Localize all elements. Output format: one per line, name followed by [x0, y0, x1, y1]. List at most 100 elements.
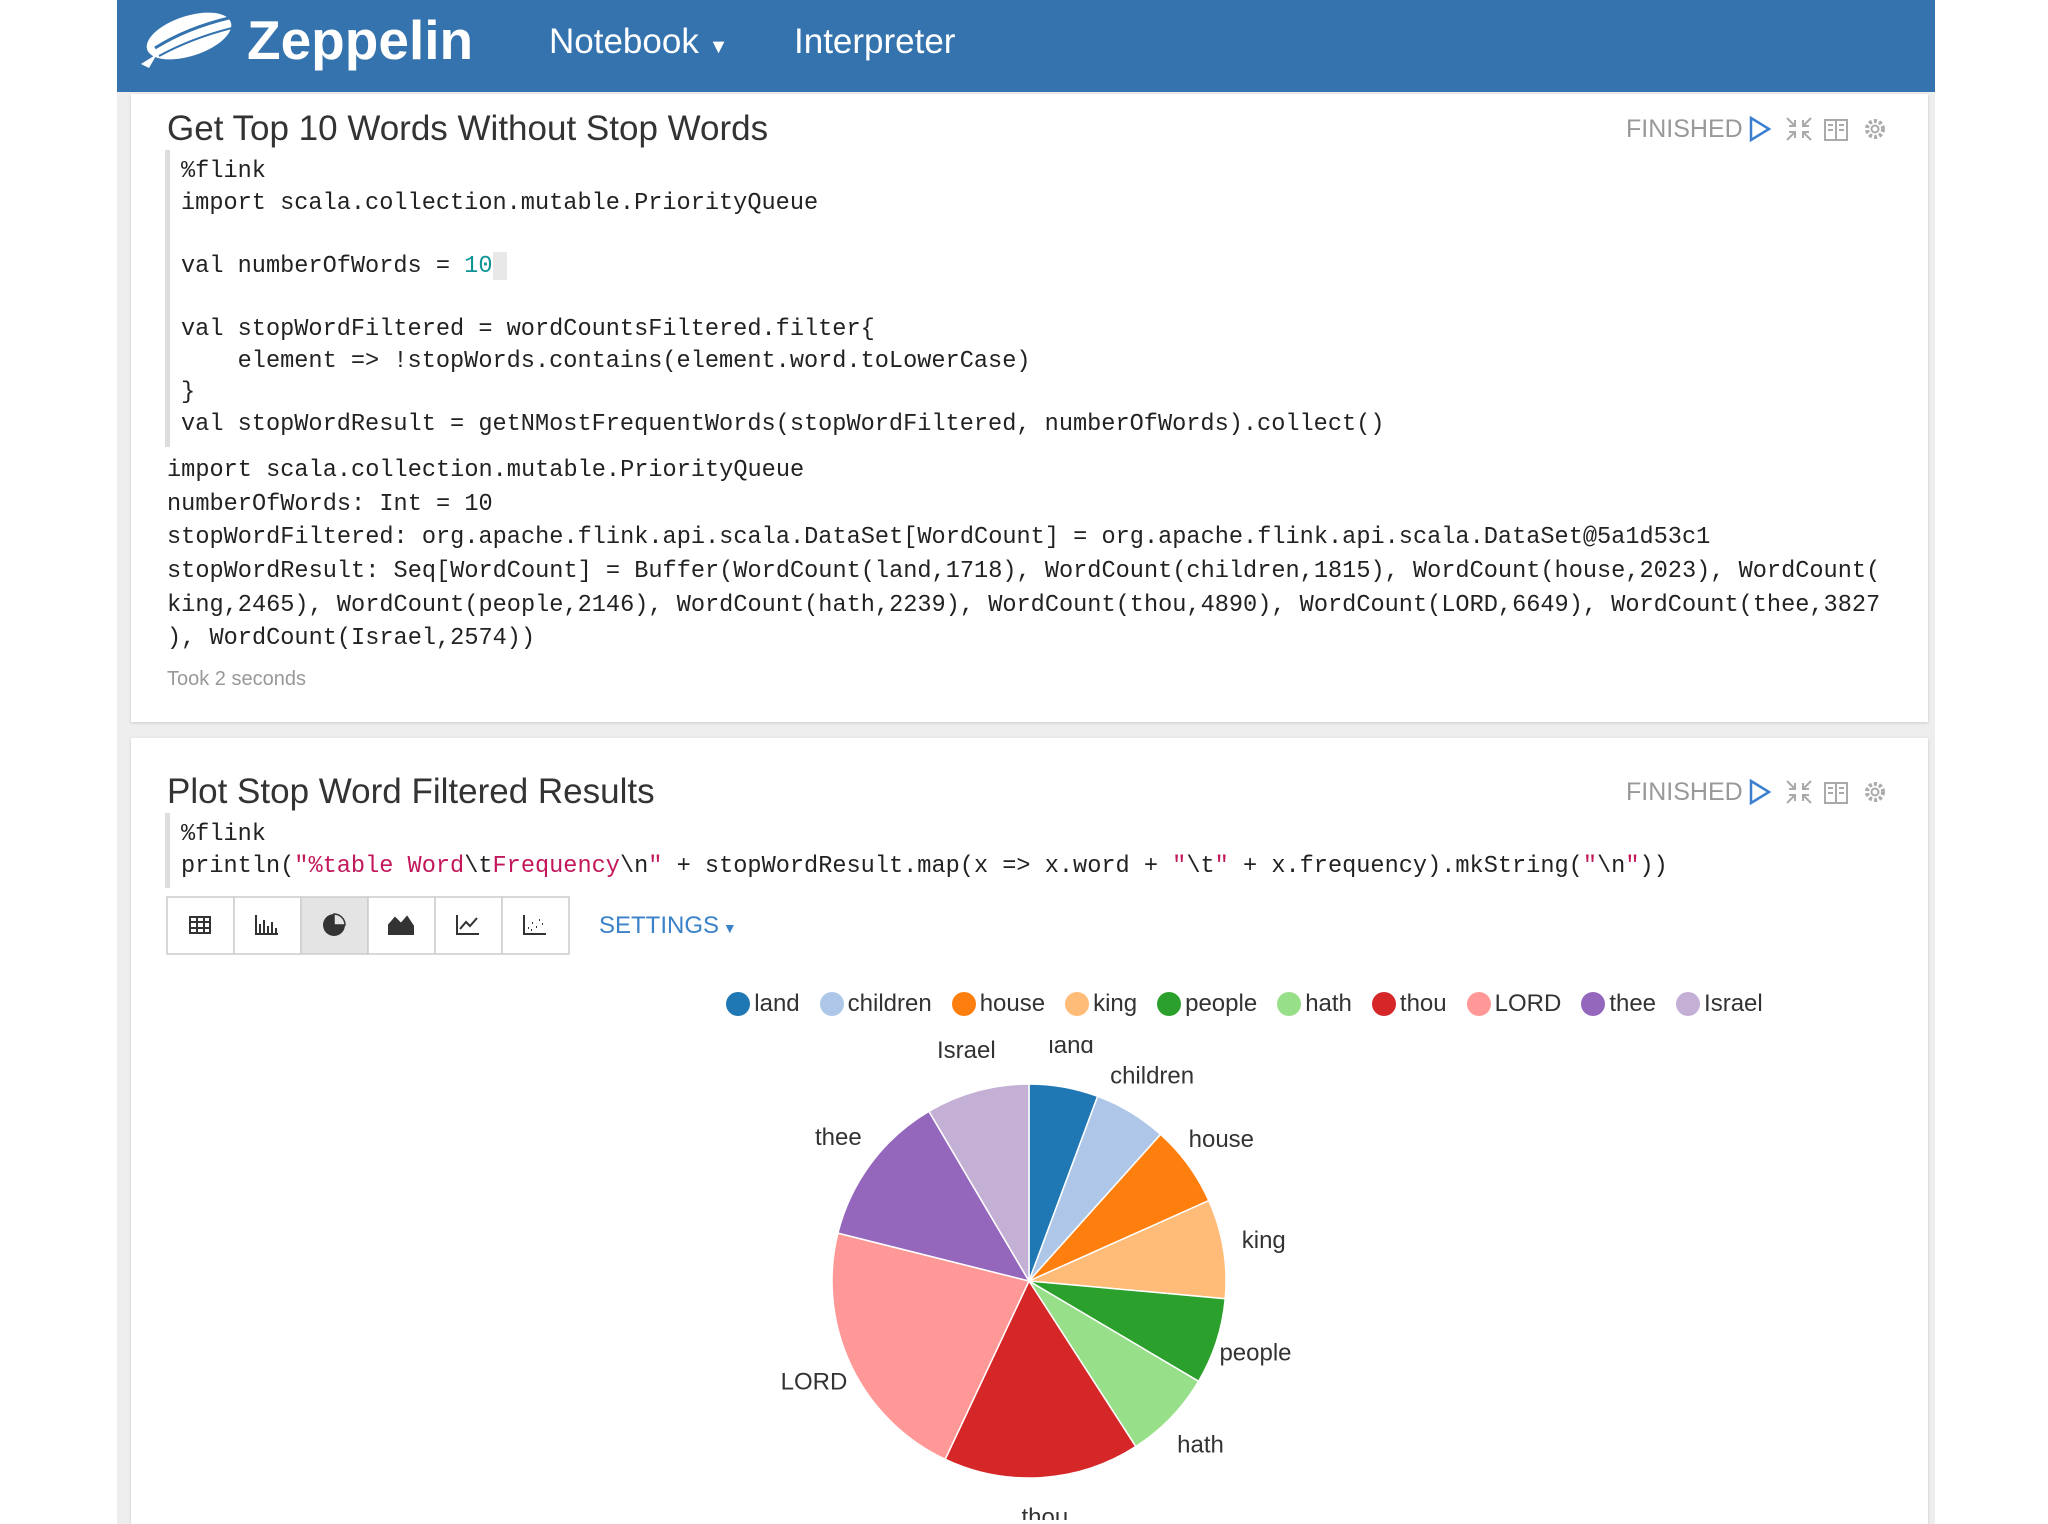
code-line: %flink [181, 156, 266, 188]
output-line: numberOfWords: Int = 10 [167, 490, 493, 518]
legend: land children house king people hath thou LORD t… [356, 986, 2048, 1022]
collapse-icon [1786, 117, 1812, 141]
chart-button[interactable] [501, 896, 570, 955]
output-line: stopWordResult: Seq[WordCount] = Buffer(… [167, 558, 1881, 585]
chart-button[interactable] [166, 896, 235, 955]
paragraph [131, 94, 1928, 722]
legend-swatch [1371, 992, 1396, 1016]
pie-slice [831, 1232, 1031, 1461]
chart-icon [388, 915, 414, 935]
code-token: " [1172, 852, 1187, 880]
code-bar [165, 150, 170, 447]
status: FINISHED [1626, 115, 1743, 143]
pie-slice [944, 1279, 1137, 1479]
pie-icon-cut [333, 913, 346, 926]
paragraph-controls[interactable] [1745, 776, 1905, 808]
collapse-icon [1786, 780, 1812, 804]
code-token: val stopWordResult = getNMostFrequentWor… [181, 411, 1385, 438]
legend-label: thou [1399, 990, 1447, 1017]
elapsed: Took 2 seconds [167, 668, 306, 690]
legend-swatch [1065, 992, 1090, 1016]
code-token: val stopWordFiltered = wordCountsFiltere… [181, 316, 875, 344]
menu-notebook[interactable]: Notebook ▼ [549, 20, 728, 69]
legend-item[interactable]: land [726, 986, 800, 1022]
code-line: element => !stopWords.contains(element.w… [181, 346, 1031, 378]
brand[interactable]: Zeppelin [247, 9, 474, 71]
output-line: king,2465), WordCount(people,2146), Word… [167, 591, 1881, 619]
code-token: )) [1639, 852, 1668, 880]
code-line: } [181, 377, 195, 409]
legend-swatch [1466, 992, 1491, 1016]
legend-item[interactable]: hath [1277, 986, 1352, 1022]
code-token: Frequency [492, 852, 620, 880]
slice-label: children [1110, 1063, 1194, 1090]
code-line: println("%table Word\tFrequency\n" + sto… [181, 851, 1668, 883]
slice-label: people [1219, 1339, 1291, 1366]
code-token: %flink [181, 158, 266, 186]
menu-label: Notebook [549, 22, 699, 61]
legend-label: thee [1609, 990, 1657, 1017]
code-token: \t [464, 852, 493, 880]
code-token: import scala.collection.mutable.Priority… [181, 189, 819, 217]
legend-swatch [1676, 992, 1701, 1016]
output-line: import scala.collection.mutable.Priority… [167, 457, 805, 485]
gear-icon [1865, 119, 1885, 139]
chart-button[interactable] [300, 896, 369, 955]
navbar: Zeppelin Notebook ▼ Interpreter [117, 0, 1935, 92]
chart-toolbar [166, 896, 570, 955]
code-token: 10 [464, 253, 493, 280]
gear-icon [1865, 782, 1885, 802]
legend-label: king [1093, 990, 1138, 1017]
caret: ▼ [708, 36, 729, 58]
code-line: val stopWordFiltered = wordCountsFiltere… [181, 314, 875, 346]
code-token: val numberOfWords = [181, 253, 465, 280]
slice-label: hath [1177, 1431, 1224, 1458]
paragraph-controls[interactable] [1745, 113, 1905, 145]
gear-hole [1870, 124, 1880, 134]
code-token: \n [619, 852, 649, 880]
code-token: " [648, 852, 663, 880]
legend-label: Israel [1704, 990, 1763, 1017]
cursor [492, 251, 507, 280]
code-token: \n [1596, 852, 1626, 880]
paragraph-title: Get Top 10 Words Without Stop Words [167, 109, 769, 148]
legend-swatch [726, 992, 751, 1016]
legend-label: hath [1305, 990, 1352, 1017]
slice-label: land [1048, 1040, 1093, 1059]
menu-interpreter[interactable]: Interpreter [794, 22, 956, 61]
slice-label: king [1242, 1227, 1286, 1254]
code-line: val numberOfWords = 10 [181, 251, 507, 283]
chart-icon [523, 915, 546, 935]
legend-label: land [754, 990, 800, 1017]
chart-button[interactable] [233, 896, 302, 955]
run-icon [1749, 115, 1772, 143]
output-line: ), WordCount(Israel,2574)) [167, 625, 536, 653]
legend-item[interactable]: thou [1371, 986, 1447, 1022]
output-line: stopWordFiltered: org.apache.flink.api.s… [167, 524, 1711, 552]
code-token: %flink [181, 821, 266, 849]
legend-label: people [1185, 990, 1258, 1017]
code-line: %flink [181, 819, 266, 851]
legend-item[interactable]: children [819, 986, 932, 1022]
code-token: \t [1186, 852, 1215, 880]
pie-slice [1026, 1199, 1227, 1300]
slice-label: Israel [937, 1040, 996, 1064]
legend-item[interactable]: people [1157, 986, 1257, 1022]
settings-button[interactable]: SETTINGS ▼ [599, 910, 737, 944]
code-token: } [181, 379, 196, 407]
legend-item[interactable]: king [1065, 986, 1137, 1022]
code-token: + x.frequency).mkString( [1228, 852, 1583, 880]
code-token: " [1582, 852, 1597, 880]
logo[interactable] [137, 8, 237, 72]
legend-label: house [979, 990, 1046, 1017]
legend-label: LORD [1494, 990, 1562, 1017]
book-icon [1824, 119, 1848, 141]
code-token: + stopWordResult.map(x => x.word + [662, 852, 1173, 880]
legend-item[interactable]: thee [1581, 986, 1656, 1022]
legend-item[interactable]: LORD [1466, 986, 1562, 1022]
legend-item[interactable]: Israel [1676, 986, 1763, 1022]
legend-item[interactable]: house [951, 986, 1046, 1022]
code-line: import scala.collection.mutable.Priority… [181, 188, 818, 220]
code-line: val stopWordResult = getNMostFrequentWor… [181, 409, 1384, 441]
